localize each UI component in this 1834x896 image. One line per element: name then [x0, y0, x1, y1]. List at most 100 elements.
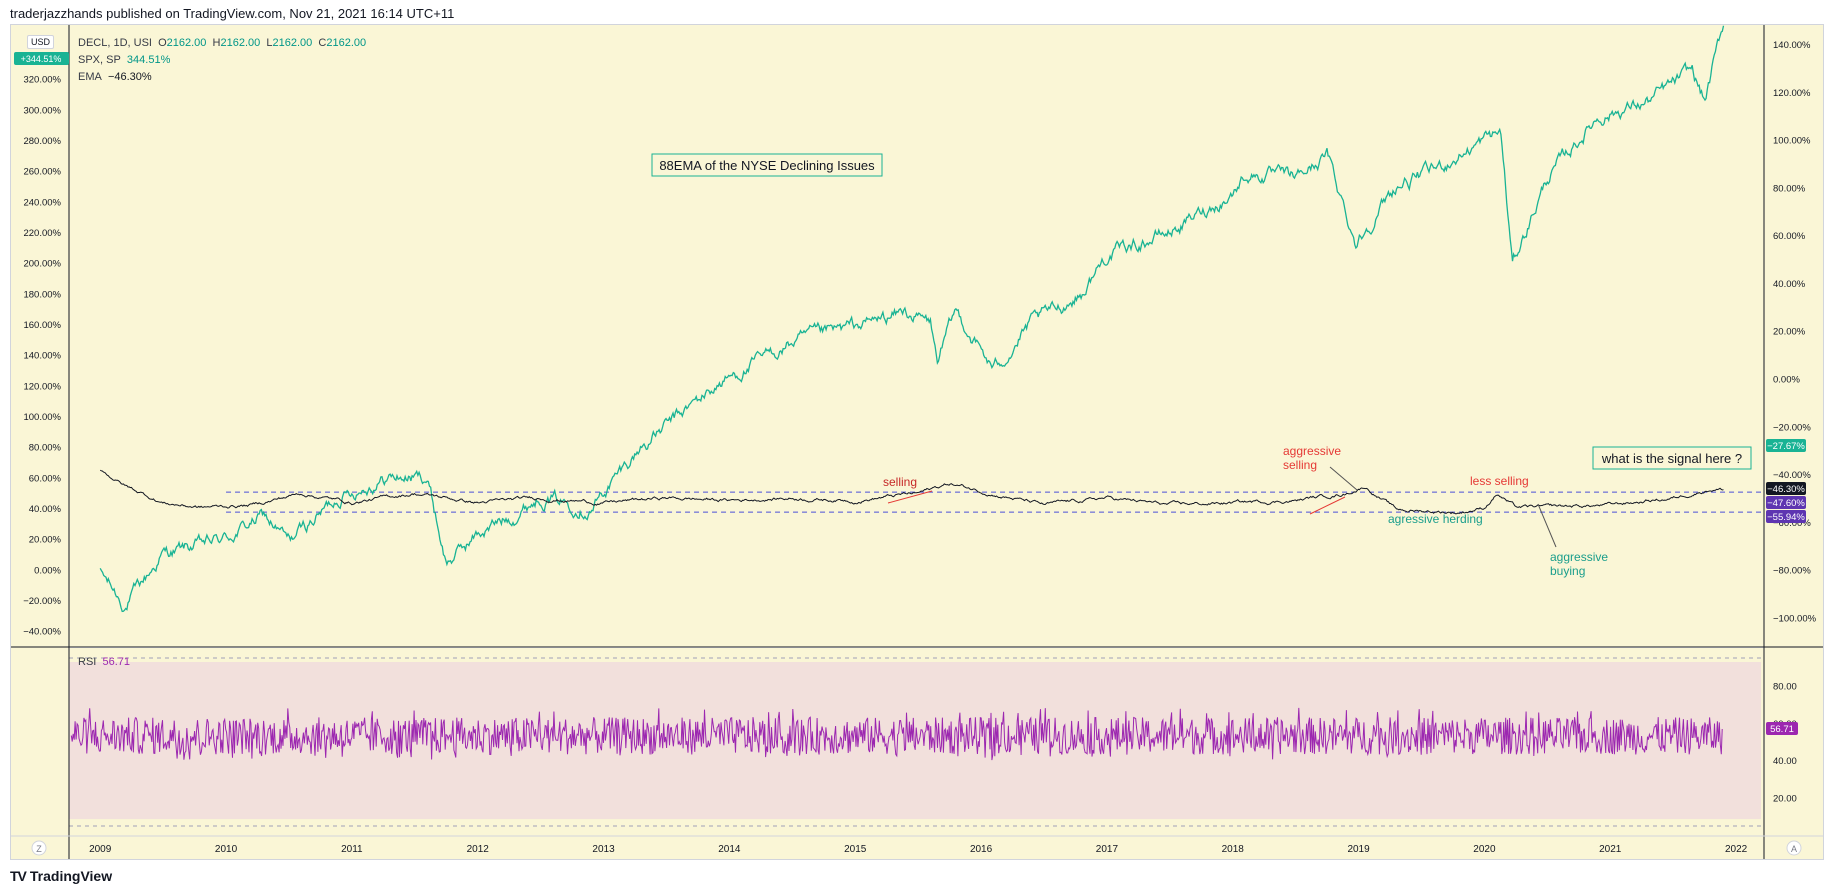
legend-l-label: L: [266, 37, 273, 49]
aggressive-selling-label-2[interactable]: selling: [1283, 458, 1317, 472]
publish-header: traderjazzhands published on TradingView…: [10, 6, 455, 21]
svg-text:−46.30%: −46.30%: [1767, 484, 1805, 495]
badge-rsi: 56.71: [1766, 722, 1798, 735]
svg-text:−47.60%: −47.60%: [1767, 498, 1805, 509]
rsi-series-line[interactable]: [70, 707, 1723, 761]
right-axis-tick-label: 20.00%: [1773, 327, 1806, 338]
left-axis-tick-label: 240.00%: [23, 197, 61, 208]
legend-h-value: 2162.00: [220, 37, 261, 49]
legend-o-value: 2162.00: [166, 37, 207, 49]
time-axis-tick-label: 2017: [1096, 844, 1119, 855]
right-axis-tick-label: −60.00%: [1773, 518, 1811, 529]
time-axis-tick-label: 2010: [215, 844, 238, 855]
left-axis-tick-label: 160.00%: [23, 320, 61, 331]
badge-spx: −27.67%: [1766, 439, 1806, 452]
svg-text:Z: Z: [36, 844, 42, 854]
footer-brand[interactable]: TV TradingView: [10, 868, 112, 884]
badge-upper-line: −47.60%: [1766, 496, 1806, 509]
legend-spx-value: 344.51%: [126, 54, 171, 66]
legend-ema-value: −46.30%: [107, 71, 152, 83]
left-axis-tick-label: 60.00%: [29, 473, 62, 484]
left-axis-tick-label: 180.00%: [23, 289, 61, 300]
right-axis-ticks: −100.00% −80.00% −60.00% −40.00% −20.00% 0.00…: [1773, 40, 1817, 624]
time-axis-tick-label: 2022: [1725, 844, 1748, 855]
main-pane-background: [69, 25, 1764, 647]
right-axis-tick-label: 0.00%: [1773, 374, 1800, 385]
badge-lower-line: −55.94%: [1766, 510, 1806, 523]
time-axis-tick-label: 2021: [1599, 844, 1622, 855]
left-axis-tick-label: 320.00%: [23, 75, 61, 86]
time-axis-tick-label: 2009: [89, 844, 112, 855]
legend-decl-name: DECL, 1D, USI: [78, 37, 152, 49]
aggressive-buying-label-2[interactable]: buying: [1550, 564, 1585, 578]
title-box-text: 88EMA of the NYSE Declining Issues: [659, 158, 875, 173]
ema-series-line[interactable]: [99, 469, 1724, 515]
auto-scale-button[interactable]: A: [1786, 840, 1802, 856]
aggressive-buying-label-1[interactable]: aggressive: [1550, 550, 1608, 564]
left-axis-tick-label: 280.00%: [23, 136, 61, 147]
spx-series-line[interactable]: [99, 25, 1725, 613]
selling-arrow: [887, 490, 933, 504]
rsi-axis-tick-label: 20.00: [1773, 794, 1797, 805]
time-axis-tick-label: 2016: [970, 844, 993, 855]
selling-label[interactable]: selling: [883, 475, 917, 489]
legend-ema-name: EMA: [78, 71, 102, 83]
tradingview-logo-icon: TV: [10, 868, 27, 884]
right-axis-tick-label: −40.00%: [1773, 470, 1811, 481]
rsi-legend-name: RSI: [78, 656, 97, 668]
rsi-legend[interactable]: RSI 56.71: [78, 656, 130, 668]
right-axis-background: [1764, 25, 1823, 836]
legend-h-label: H: [212, 37, 221, 49]
left-axis-tick-label: 0.00%: [34, 565, 61, 576]
left-axis-tick-label: 20.00%: [29, 535, 62, 546]
legend-decl-row[interactable]: DECL, 1D, USI O2162.00 H2162.00 L2162.00…: [78, 35, 366, 52]
zoom-reset-button[interactable]: Z: [31, 840, 47, 856]
left-axis-background: [11, 25, 69, 836]
rsi-axis-tick-label: 40.00: [1773, 756, 1797, 767]
svg-text:A: A: [1791, 844, 1797, 854]
left-axis-tick-label: −40.00%: [23, 627, 61, 638]
legend-l-value: 2162.00: [272, 37, 313, 49]
right-axis-tick-label: 40.00%: [1773, 279, 1806, 290]
legend-spx-row[interactable]: SPX, SP 344.51%: [78, 52, 366, 69]
currency-selector[interactable]: USD: [27, 35, 55, 49]
time-axis-background: [11, 836, 1823, 859]
chart-frame: [10, 24, 1824, 860]
aggressive-selling-label-1[interactable]: aggressive: [1283, 444, 1341, 458]
left-axis-tick-label: 220.00%: [23, 228, 61, 239]
title-box[interactable]: 88EMA of the NYSE Declining Issues: [651, 153, 883, 177]
time-axis-tick-label: 2015: [844, 844, 867, 855]
left-axis-tick-label: 120.00%: [23, 381, 61, 392]
badge-ema: −46.30%: [1766, 482, 1806, 495]
aggressive-selling-arrow: [1309, 496, 1346, 515]
svg-text:+344.51%: +344.51%: [21, 54, 62, 64]
legend-ema-row[interactable]: EMA −46.30%: [78, 69, 366, 86]
reference-lines: [226, 491, 1761, 513]
legend-spx-name: SPX, SP: [78, 54, 121, 66]
time-axis-tick-label: 2018: [1222, 844, 1245, 855]
question-box[interactable]: what is the signal here ?: [1592, 446, 1752, 470]
right-axis-tick-label: 80.00%: [1773, 183, 1806, 194]
time-axis-tick-label: 2012: [467, 844, 490, 855]
left-axis-tick-label: 200.00%: [23, 259, 61, 270]
left-axis-ticks: −40.00% −20.00% 0.00% 20.00% 40.00% 60.00% 80.…: [23, 75, 61, 638]
svg-text:56.71: 56.71: [1770, 724, 1794, 735]
aggressive-selling-pointer: [1329, 466, 1358, 491]
rsi-axis-tick-label: 80.00: [1773, 681, 1797, 692]
left-axis-tick-label: 140.00%: [23, 351, 61, 362]
agressive-herding-label[interactable]: agressive herding: [1388, 512, 1483, 526]
right-axis-tick-label: 60.00%: [1773, 231, 1806, 242]
rsi-layer: [70, 707, 1723, 761]
legend-c-value: 2162.00: [326, 37, 367, 49]
time-axis-tick-label: 2013: [592, 844, 615, 855]
right-axis-tick-label: −100.00%: [1773, 613, 1817, 624]
legend-o-label: O: [158, 37, 167, 49]
left-axis-tick-label: 40.00%: [29, 504, 62, 515]
less-selling-label[interactable]: less selling: [1470, 474, 1529, 488]
left-axis-tick-label: 80.00%: [29, 443, 62, 454]
right-axis-tick-label: −80.00%: [1773, 566, 1811, 577]
aggressive-buying-pointer: [1537, 503, 1557, 548]
question-box-text: what is the signal here ?: [1601, 451, 1742, 466]
right-axis-tick-label: 140.00%: [1773, 40, 1811, 51]
